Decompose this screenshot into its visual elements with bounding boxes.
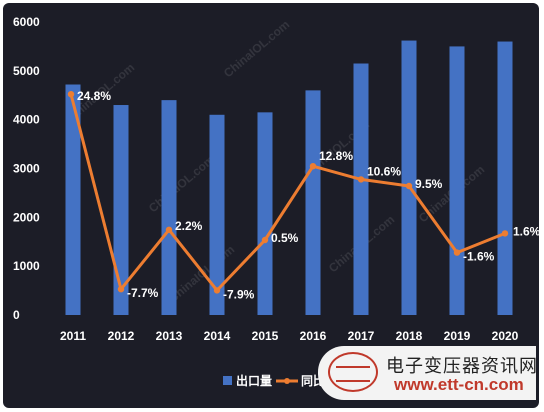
yoy-point xyxy=(309,163,317,170)
bar xyxy=(113,105,129,316)
x-tick-label: 2014 xyxy=(204,329,231,343)
yoy-point xyxy=(501,230,509,237)
yoy-point xyxy=(405,182,413,190)
x-tick-label: 2020 xyxy=(492,329,519,343)
yoy-point xyxy=(117,286,125,293)
chart-svg: ChinaIOL.comChinaIOL.comChinaIOL.comChin… xyxy=(13,15,539,388)
x-tick-label: 2013 xyxy=(156,329,183,343)
yoy-point xyxy=(165,226,173,233)
y-tick-label: 5000 xyxy=(13,64,40,78)
bar xyxy=(401,40,417,315)
yoy-point xyxy=(261,236,269,244)
yoy-data-label: -7.7% xyxy=(127,286,159,300)
yoy-data-label: 24.8% xyxy=(77,89,111,103)
x-tick-label: 2018 xyxy=(396,329,423,343)
bar xyxy=(161,100,177,315)
y-tick-label: 4000 xyxy=(13,113,40,127)
x-tick-label: 2017 xyxy=(348,329,375,343)
bar xyxy=(305,90,321,315)
bar xyxy=(497,41,513,316)
y-tick-label: 6000 xyxy=(13,15,40,29)
watermark-text: ChinaIOL.com xyxy=(146,152,217,215)
y-tick-label: 3000 xyxy=(13,162,40,176)
seal-logo-icon xyxy=(328,352,378,392)
site-logo: 电子变压器资讯网 www.ett-cn.com xyxy=(318,346,538,400)
yoy-point xyxy=(213,287,221,294)
x-tick-label: 2016 xyxy=(300,329,327,343)
yoy-point xyxy=(453,249,461,256)
bar xyxy=(209,114,225,316)
yoy-data-label: 9.5% xyxy=(415,177,443,191)
yoy-line xyxy=(69,93,506,292)
x-tick-label: 2019 xyxy=(444,329,471,343)
logo-title: 电子变压器资讯网 xyxy=(386,356,538,377)
bar xyxy=(449,46,465,316)
x-tick-label: 2012 xyxy=(108,329,135,343)
x-tick-label: 2011 xyxy=(60,329,86,343)
legend-bar-swatch xyxy=(223,376,232,385)
yoy-data-label: 12.8% xyxy=(319,149,353,163)
yoy-data-label: 1.6% xyxy=(513,224,539,238)
yoy-point xyxy=(67,91,75,98)
x-tick-label: 2015 xyxy=(252,329,279,343)
yoy-data-label: 10.6% xyxy=(367,164,401,178)
yoy-data-label: -1.6% xyxy=(463,250,495,264)
yoy-point xyxy=(357,176,365,183)
bar xyxy=(257,112,273,315)
bar xyxy=(65,84,81,315)
y-tick-label: 2000 xyxy=(13,210,40,224)
watermark-text: ChinaIOL.com xyxy=(221,17,292,80)
yoy-data-label: 0.5% xyxy=(271,231,299,245)
chart-panel: ChinaIOL.com ChinaIOL.com ChinaIOL.com Chin… xyxy=(3,3,539,408)
yoy-data-label: -7.9% xyxy=(223,287,255,301)
bar xyxy=(353,63,369,316)
legend-bar-label: 出口量 xyxy=(236,373,272,388)
y-tick-label: 0 xyxy=(13,308,20,322)
logo-url: www.ett-cn.com xyxy=(394,375,524,394)
legend-line-marker xyxy=(284,378,290,384)
yoy-data-label: 2.2% xyxy=(175,219,203,233)
y-tick-label: 1000 xyxy=(13,259,40,273)
